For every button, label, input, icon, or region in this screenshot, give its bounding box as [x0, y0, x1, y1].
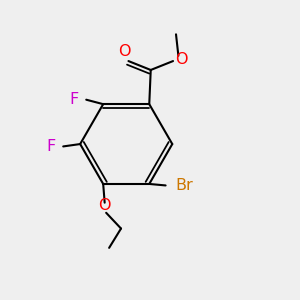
Text: O: O [118, 44, 131, 59]
Text: Br: Br [175, 178, 193, 193]
Text: O: O [98, 198, 111, 213]
Text: F: F [47, 139, 56, 154]
Text: O: O [176, 52, 188, 67]
Text: F: F [70, 92, 79, 106]
